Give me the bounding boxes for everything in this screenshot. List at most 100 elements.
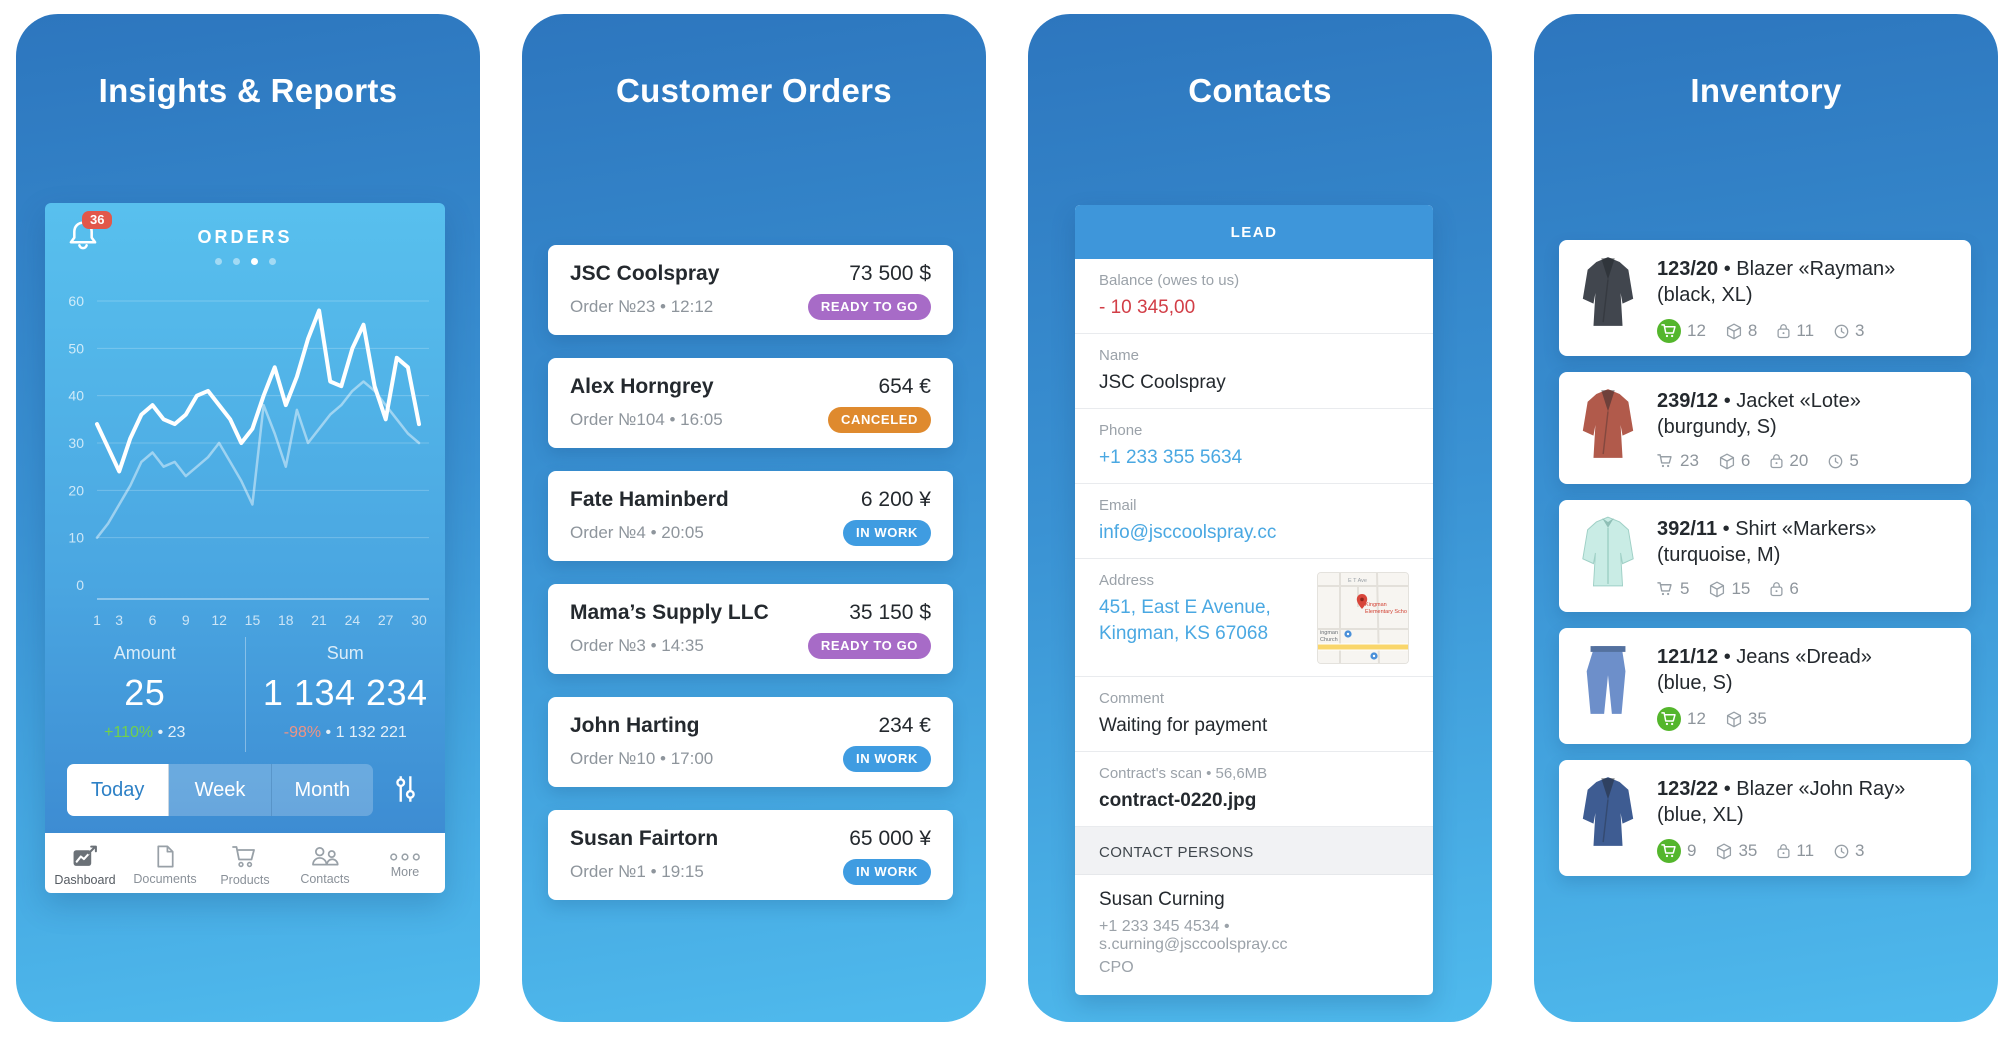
contact-person[interactable]: Susan Curning +1 233 345 4534 • s.curnin… xyxy=(1075,875,1433,995)
dashboard-icon xyxy=(73,845,97,866)
page-dot xyxy=(250,258,258,265)
document-icon xyxy=(156,845,174,868)
cart-icon xyxy=(1657,454,1672,468)
dashboard-card: 36 ORDERS 0 10 20 30 40 50 60 1 3 6 9 12 15 18 21 24 27 3… xyxy=(45,203,445,893)
chart-series-previous xyxy=(95,380,421,539)
notifications-button[interactable]: 36 xyxy=(65,211,113,259)
field-label: Address xyxy=(1099,572,1155,589)
tab-products[interactable]: Products xyxy=(205,840,285,887)
filter-button[interactable] xyxy=(389,773,423,807)
inventory-item[interactable]: 239/12 • Jacket «Lote» (burgundy, S) 23 6… xyxy=(1559,372,1971,484)
field-value[interactable]: 451, East E Avenue, Kingman, KS 67068 xyxy=(1099,597,1271,644)
order-amount: 654 € xyxy=(878,375,931,398)
range-selector-row: Today Week Month xyxy=(45,764,445,816)
field-label: Name xyxy=(1099,347,1140,364)
stat-label: Amount xyxy=(113,643,176,663)
cart-icon xyxy=(232,845,255,867)
garment-thumbnail xyxy=(1586,646,1626,714)
stat-count: 9 xyxy=(1687,841,1697,860)
svg-text:27: 27 xyxy=(378,612,394,628)
contact-field-phone: Phone +1 233 355 5634 xyxy=(1075,409,1433,484)
field-value: JSC Coolspray xyxy=(1099,372,1226,393)
page-dot xyxy=(214,258,222,265)
inventory-item[interactable]: 121/12 • Jeans «Dread» (blue, S) 12 35 xyxy=(1559,628,1971,744)
clock-icon xyxy=(1828,454,1843,468)
cart-icon xyxy=(1660,712,1676,726)
stat-count: 12 xyxy=(1687,321,1706,340)
tab-more[interactable]: More xyxy=(365,848,445,879)
svg-text:Kingman: Kingman xyxy=(1365,602,1387,608)
lock-icon xyxy=(1777,844,1790,859)
range-tab-week[interactable]: Week xyxy=(169,764,272,816)
lock-icon xyxy=(1770,582,1783,597)
notification-badge: 36 xyxy=(82,211,113,229)
stat-count: 3 xyxy=(1855,841,1865,860)
cart-icon xyxy=(1660,844,1676,858)
inventory-stat: 9 xyxy=(1657,839,1696,863)
field-value: Waiting for payment xyxy=(1099,715,1268,736)
dashboard-stats: Amount 25 +110% • 23 Sum 1 134 234 -98% •… xyxy=(45,637,445,752)
item-attributes: (turquoise, M) xyxy=(1657,544,1781,566)
order-amount: 65 000 ¥ xyxy=(849,827,931,850)
order-row[interactable]: JSC Coolspray Order №23 • 12:12 73 500 $… xyxy=(548,245,953,335)
cart-icon xyxy=(1657,582,1672,596)
stat-count: 11 xyxy=(1796,841,1815,860)
item-title: 123/22 • Blazer «John Ray» xyxy=(1657,778,1906,800)
stat-count: 20 xyxy=(1789,451,1809,470)
order-status-badge: CANCELED xyxy=(827,407,931,433)
field-value[interactable]: info@jsccoolspray.cc xyxy=(1099,522,1277,543)
stat-count: 6 xyxy=(1789,579,1799,598)
order-row[interactable]: Susan Fairtorn Order №1 • 19:15 65 000 ¥… xyxy=(548,810,953,900)
order-row[interactable]: Mama’s Supply LLC Order №3 • 14:35 35 15… xyxy=(548,584,953,674)
order-row[interactable]: Fate Haminberd Order №4 • 20:05 6 200 ¥ … xyxy=(548,471,953,561)
contact-field-contracts: Contract's scan • 56,6MB contract-0220.j… xyxy=(1075,752,1433,827)
svg-text:15: 15 xyxy=(245,612,261,628)
inventory-item[interactable]: 123/22 • Blazer «John Ray» (blue, XL) 9 3… xyxy=(1559,760,1971,876)
order-customer: Susan Fairtorn xyxy=(570,827,719,850)
tab-contacts[interactable]: Contacts xyxy=(285,840,365,886)
field-value[interactable]: contract-0220.jpg xyxy=(1099,790,1257,811)
inventory-stat: 12 xyxy=(1657,319,1706,343)
svg-text:E T Ave: E T Ave xyxy=(1348,578,1367,584)
box-icon xyxy=(1710,581,1725,597)
item-title: 123/20 • Blazer «Rayman» xyxy=(1657,258,1896,280)
stat-count: 5 xyxy=(1680,579,1690,598)
contact-field-balance: Balance (owes to us) - 10 345,00 xyxy=(1075,259,1433,334)
svg-text:24: 24 xyxy=(345,612,361,628)
range-tab-month[interactable]: Month xyxy=(271,764,373,816)
svg-text:6: 6 xyxy=(149,612,157,628)
order-row[interactable]: John Harting Order №10 • 17:00 234 € IN … xyxy=(548,697,953,787)
box-icon xyxy=(1719,452,1734,469)
map-thumbnail[interactable]: E T Ave Kingman Elementary Scho ingman C… xyxy=(1317,572,1409,664)
panel-title-contacts: Contacts xyxy=(1188,72,1332,109)
panel-title-inventory: Inventory xyxy=(1690,72,1842,109)
tab-documents[interactable]: Documents xyxy=(125,840,205,886)
inventory-item[interactable]: 123/20 • Blazer «Rayman» (black, XL) 12 8… xyxy=(1559,240,1971,356)
order-amount: 234 € xyxy=(878,714,931,737)
order-row[interactable]: Alex Horngrey Order №104 • 16:05 654 € C… xyxy=(548,358,953,448)
svg-text:0: 0 xyxy=(76,577,84,593)
inventory-stat: 3 xyxy=(1834,841,1865,861)
inventory-item[interactable]: 392/11 • Shirt «Markers» (turquoise, M) … xyxy=(1559,500,1971,612)
svg-text:ingman: ingman xyxy=(1320,630,1338,636)
order-amount: 35 150 $ xyxy=(849,601,931,624)
more-dots-icon xyxy=(390,852,420,861)
stat-count: 8 xyxy=(1747,321,1758,340)
box-icon xyxy=(1726,711,1741,727)
field-value[interactable]: +1 233 355 5634 xyxy=(1099,447,1243,468)
dashboard-header: 36 ORDERS xyxy=(45,203,445,277)
lock-icon xyxy=(1770,454,1783,469)
range-tab-today[interactable]: Today xyxy=(67,764,170,816)
order-meta: Order №104 • 16:05 xyxy=(570,410,723,429)
bottom-tab-bar: Dashboard Documents Products Contacts More xyxy=(45,833,445,893)
stat-count: 5 xyxy=(1849,451,1859,470)
stat-delta: -98% • 1 132 221 xyxy=(283,724,407,741)
tab-dashboard[interactable]: Dashboard xyxy=(45,839,125,887)
contact-field-name: Name JSC Coolspray xyxy=(1075,334,1433,409)
filter-sliders-icon xyxy=(396,776,415,802)
inventory-stat: 11 xyxy=(1777,841,1814,861)
inventory-stat: 23 xyxy=(1657,451,1699,471)
field-label: Balance (owes to us) xyxy=(1099,272,1240,289)
clock-icon xyxy=(1834,324,1849,338)
